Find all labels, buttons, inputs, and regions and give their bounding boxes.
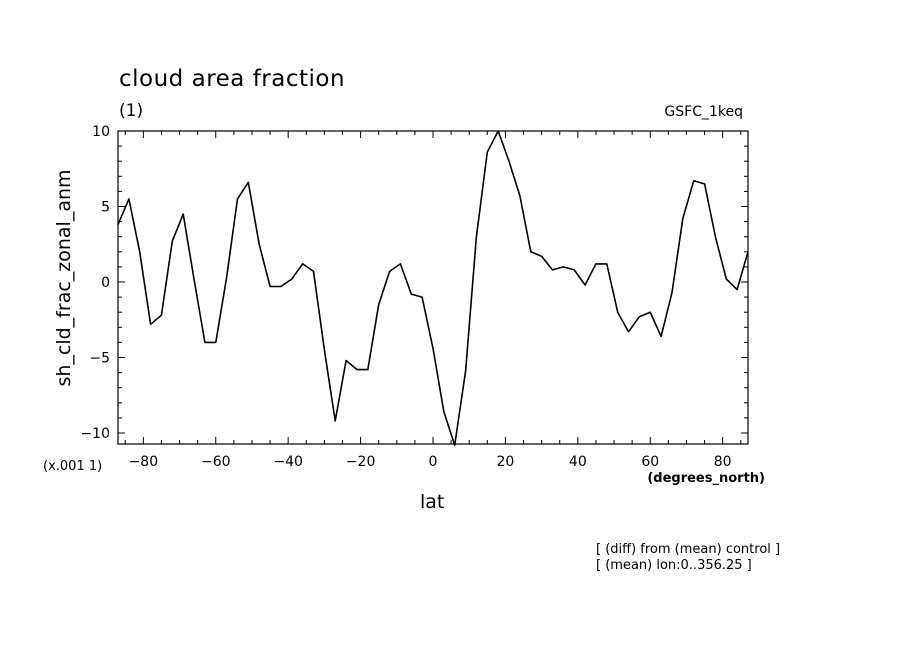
x-tick-label: 80 [714, 454, 732, 470]
x-tick-label: −20 [346, 454, 376, 470]
plot-axes [117, 130, 749, 445]
series-lines [117, 130, 749, 446]
axis-tick-labels: −80 −60 −40 −20 0 20 40 60 80 10 5 0 −5 −10 [80, 124, 731, 470]
x-tick-label: −80 [129, 454, 159, 470]
scale-note: (x.001 1) [43, 459, 103, 474]
x-tick-label: 0 [429, 454, 438, 470]
diff-note: [ (diff) from (mean) control ] [596, 542, 781, 557]
mean-note: [ (mean) lon:0..356.25 ] [596, 558, 752, 573]
run-label: GSFC_1keq [664, 104, 743, 120]
x-tick-label: 20 [496, 454, 514, 470]
y-tick-label: 0 [101, 275, 110, 291]
y-tick-label: −5 [89, 351, 110, 367]
plot-frame [117, 130, 749, 445]
x-tick-label: 40 [569, 454, 587, 470]
y-tick-label: 5 [101, 200, 110, 216]
x-axis-label: lat [420, 491, 445, 513]
axis-ticks [118, 130, 748, 444]
y-tick-label: −10 [80, 426, 110, 442]
x-tick-label: −40 [273, 454, 303, 470]
units-label: (1) [119, 101, 144, 121]
y-axis-label: sh_cld_frac_zonal_anm [53, 169, 75, 387]
x-axis-units: (degrees_north) [647, 471, 765, 486]
chart-title: cloud area fraction [119, 66, 346, 92]
x-tick-label: −60 [201, 454, 231, 470]
y-tick-label: 10 [92, 124, 110, 140]
series-line [117, 130, 749, 446]
x-tick-label: 60 [641, 454, 659, 470]
